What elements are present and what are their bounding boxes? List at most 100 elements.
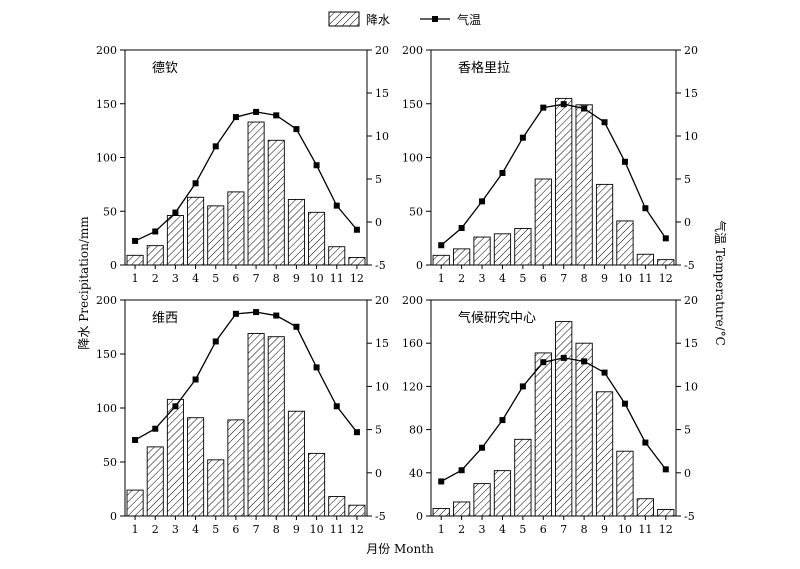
temp-point [642, 205, 649, 212]
precip-bar [247, 333, 265, 517]
y-right-tick-label: 5 [375, 424, 382, 437]
temp-point [621, 158, 628, 165]
y-right-tick-label: 20 [375, 44, 389, 57]
precip-bar [126, 489, 144, 517]
temp-point [499, 169, 506, 176]
y-left-tick-label: 200 [96, 294, 117, 307]
x-tick-label: 9 [293, 523, 300, 536]
temp-point [458, 467, 465, 474]
temp-point [313, 364, 320, 371]
x-tick-label: 11 [638, 272, 652, 285]
x-tick-label: 5 [519, 523, 526, 536]
y-right-tick-label: 5 [375, 173, 382, 186]
temp-point [152, 425, 159, 432]
temp-point [253, 309, 260, 316]
precip-bar [227, 191, 245, 266]
x-tick-label: 11 [330, 272, 344, 285]
y-left-tick-label: 50 [103, 456, 117, 469]
precip-bar [146, 245, 164, 266]
precip-bar [267, 139, 285, 266]
x-tick-label: 3 [172, 272, 179, 285]
precip-bar [493, 470, 512, 517]
temp-point [581, 358, 588, 365]
temp-point [621, 400, 628, 407]
x-tick-label: 6 [540, 523, 547, 536]
x-tick-label: 2 [458, 272, 465, 285]
x-tick-label: 5 [212, 523, 219, 536]
x-tick-label: 6 [232, 272, 239, 285]
temp-point [152, 228, 159, 235]
temp-point [662, 235, 669, 242]
precip-bar [595, 391, 614, 517]
y-right-tick-label: 5 [684, 173, 691, 186]
x-tick-label: 4 [192, 272, 199, 285]
y-right-axis-label: 气温 Temperature/°C [713, 220, 728, 346]
y-right-tick-label: -5 [684, 259, 695, 272]
temp-point [293, 323, 300, 330]
temp-point [519, 134, 526, 141]
temp-point [458, 225, 465, 232]
precip-bar [126, 254, 144, 266]
y-left-tick-label: 0 [110, 510, 117, 523]
y-right-tick-label: -5 [684, 510, 695, 523]
x-tick-label: 10 [310, 272, 324, 285]
temp-point [519, 383, 526, 390]
y-left-tick-label: 200 [402, 44, 423, 57]
x-tick-label: 3 [479, 272, 486, 285]
plot-frame [124, 49, 368, 266]
panel-title-shangri-la: 香格里拉 [458, 60, 510, 76]
precip-bar [616, 220, 634, 266]
x-tick-label: 12 [659, 523, 673, 536]
x-tick-label: 7 [560, 272, 567, 285]
precip-bar [328, 246, 346, 266]
x-tick-label: 3 [172, 523, 179, 536]
legend-precip-label: 降水 [366, 13, 390, 27]
precip-bar [453, 248, 471, 266]
temp-point [333, 202, 340, 209]
precip-bar [432, 507, 450, 517]
precip-bar [636, 498, 654, 517]
temp-point [353, 429, 360, 436]
y-right-tick-label: 20 [375, 294, 389, 307]
y-right-tick-label: 20 [684, 294, 698, 307]
y-right-tick-label: 20 [684, 44, 698, 57]
y-right-tick-label: 10 [684, 380, 698, 393]
precip-bar [328, 496, 346, 517]
temp-point [232, 310, 239, 317]
x-tick-label: 11 [638, 523, 652, 536]
precip-bar [473, 236, 491, 266]
temp-point [601, 369, 608, 376]
y-right-tick-label: 10 [684, 130, 698, 143]
temp-point [438, 242, 445, 249]
y-right-tick-label: 0 [684, 216, 691, 229]
x-tick-label: 12 [659, 272, 673, 285]
y-left-tick-label: 150 [402, 98, 423, 111]
x-tick-label: 1 [132, 523, 139, 536]
temp-point [313, 162, 320, 169]
panel-title-research-center: 气候研究中心 [458, 310, 536, 326]
x-tick-label: 6 [232, 523, 239, 536]
y-right-tick-label: 15 [684, 337, 698, 350]
x-tick-label: 12 [350, 523, 364, 536]
temp-point [253, 108, 260, 115]
precip-bar [227, 419, 245, 517]
x-tick-label: 9 [293, 272, 300, 285]
temp-line [134, 311, 358, 441]
panel-title-weixi: 维西 [152, 311, 178, 326]
temp-line [440, 103, 667, 246]
x-tick-label: 11 [330, 523, 344, 536]
y-left-tick-label: 160 [402, 337, 423, 350]
temp-point [479, 198, 486, 205]
temp-point [212, 143, 219, 150]
precip-bar [534, 352, 552, 517]
temp-point [172, 403, 179, 410]
x-tick-label: 5 [212, 272, 219, 285]
precip-bar [166, 398, 184, 517]
precip-bar [348, 257, 366, 266]
x-axis-label: 月份 Month [366, 542, 434, 556]
y-left-tick-label: 80 [409, 424, 423, 437]
y-right-tick-label: 5 [684, 424, 691, 437]
x-tick-label: 2 [152, 523, 159, 536]
precip-bar [287, 198, 305, 266]
